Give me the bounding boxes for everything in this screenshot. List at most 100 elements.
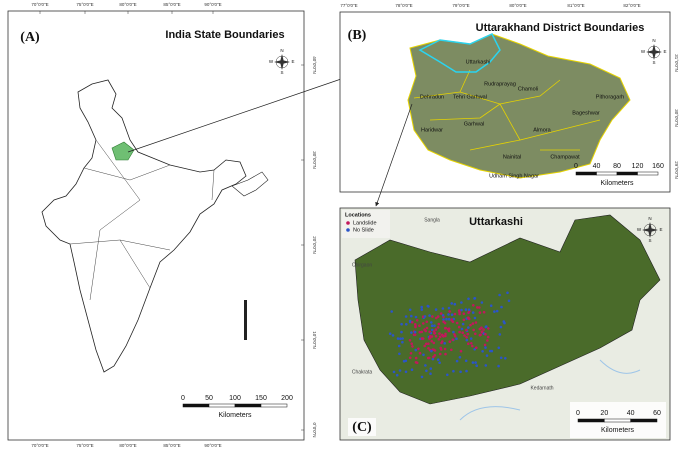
longitude-label: 80°0'0"E xyxy=(119,2,136,7)
no-slide-point xyxy=(398,369,402,372)
landslide-point xyxy=(418,330,422,334)
place-label: Kedarnath xyxy=(530,385,553,391)
no-slide-point xyxy=(459,370,462,374)
compass-n: N xyxy=(652,38,655,43)
no-slide-point xyxy=(460,308,463,312)
district-label: Dehradun xyxy=(420,94,444,100)
no-slide-point xyxy=(484,325,488,329)
no-slide-point xyxy=(429,367,433,370)
landslide-point xyxy=(436,315,440,318)
no-slide-point xyxy=(455,359,459,363)
landslide-point xyxy=(478,311,482,314)
scale-segment xyxy=(182,403,210,408)
no-slide-point xyxy=(474,361,477,364)
district-label: Haridwar xyxy=(421,127,443,133)
landslide-point xyxy=(410,320,414,324)
latitude-label: 40°0'0"N xyxy=(312,56,317,74)
longitude-label: 75°0'0"E xyxy=(76,443,93,448)
longitude-label: 70°0'0"E xyxy=(31,2,48,7)
landslide-point xyxy=(441,340,444,343)
landslide-point xyxy=(408,356,412,360)
landslide-point xyxy=(420,330,424,334)
scale-unit: Kilometers xyxy=(218,412,252,419)
scale-label: 0 xyxy=(576,410,580,417)
no-slide-point xyxy=(390,310,394,313)
landslide-point xyxy=(432,341,436,345)
scale-label: 20 xyxy=(600,410,608,417)
no-slide-point xyxy=(453,302,457,306)
landslide-point xyxy=(433,331,437,335)
no-slide-point xyxy=(467,308,471,312)
latitude-label: 31°0'0"N xyxy=(674,54,679,72)
no-slide-point xyxy=(397,344,401,348)
latitude-label: 30°0'0"N xyxy=(674,109,679,127)
latitude-label: 10°0'0"N xyxy=(312,331,317,349)
landslide-point xyxy=(469,323,472,327)
scale-label: 60 xyxy=(653,410,661,417)
landslide-point xyxy=(414,356,418,360)
district-label: Almora xyxy=(533,127,551,133)
place-label: Sangla xyxy=(424,217,440,223)
no-slide-point xyxy=(484,346,487,349)
no-slide-point xyxy=(441,314,445,317)
no-slide-point xyxy=(431,357,435,361)
landslide-point xyxy=(427,347,430,350)
landslide-point xyxy=(435,316,438,320)
no-slide-point xyxy=(400,330,403,334)
no-slide-point xyxy=(430,349,433,353)
no-slide-point xyxy=(414,315,418,319)
longitude-label: 75°0'0"E xyxy=(76,2,93,7)
compass-rose xyxy=(642,222,658,238)
scale-label: 0 xyxy=(574,163,578,170)
landslide-point xyxy=(409,352,413,355)
landslide-point xyxy=(457,325,461,329)
no-slide-point xyxy=(420,305,424,309)
no-slide-point xyxy=(398,352,401,356)
no-slide-point xyxy=(460,327,464,331)
landslide-point xyxy=(467,342,470,346)
landslide-point xyxy=(414,361,418,364)
longitude-label: 79°0'0"E xyxy=(452,3,469,8)
no-slide-point xyxy=(464,308,468,311)
scale-segment xyxy=(260,403,288,408)
longitude-label: 78°0'0"E xyxy=(395,3,412,8)
landslide-point xyxy=(412,333,416,337)
landslide-point xyxy=(415,319,419,322)
district-label: Uttarkashi xyxy=(466,59,491,65)
scale-label: 40 xyxy=(627,410,635,417)
landslide-point xyxy=(437,337,441,341)
no-slide-point xyxy=(506,291,509,295)
no-slide-point xyxy=(473,348,477,351)
scale-label: 200 xyxy=(281,395,293,402)
compass-e: E xyxy=(663,49,666,54)
no-slide-point xyxy=(404,370,408,374)
landslide-point xyxy=(463,334,466,337)
no-slide-point xyxy=(425,369,428,373)
scale-unit: Kilometers xyxy=(601,427,635,434)
longitude-label: 80°0'0"E xyxy=(509,3,526,8)
no-slide-point xyxy=(447,317,451,321)
landslide-point xyxy=(422,322,425,325)
landslide-point xyxy=(471,322,475,325)
no-slide-point xyxy=(438,361,441,365)
label-box xyxy=(348,418,376,436)
landslide-point xyxy=(462,318,466,322)
landslide-point xyxy=(420,337,424,340)
no-slide-point xyxy=(465,369,468,373)
longitude-label: 82°0'0"E xyxy=(623,3,640,8)
no-slide-point xyxy=(434,308,438,311)
scale-segment xyxy=(616,171,638,176)
no-slide-point xyxy=(445,317,448,321)
legend-label: No Slide xyxy=(353,227,374,233)
scale-unit: Kilometers xyxy=(600,180,634,187)
landslide-point xyxy=(428,330,432,334)
landslide-point xyxy=(448,340,452,344)
district-label: Garhwal xyxy=(464,121,484,127)
landslide-point xyxy=(453,334,457,338)
no-slide-point xyxy=(480,301,484,304)
no-slide-point xyxy=(420,308,424,311)
scale-label: 160 xyxy=(652,163,664,170)
scale-segment xyxy=(208,403,236,408)
no-slide-point xyxy=(447,306,451,310)
no-slide-point xyxy=(433,324,436,328)
